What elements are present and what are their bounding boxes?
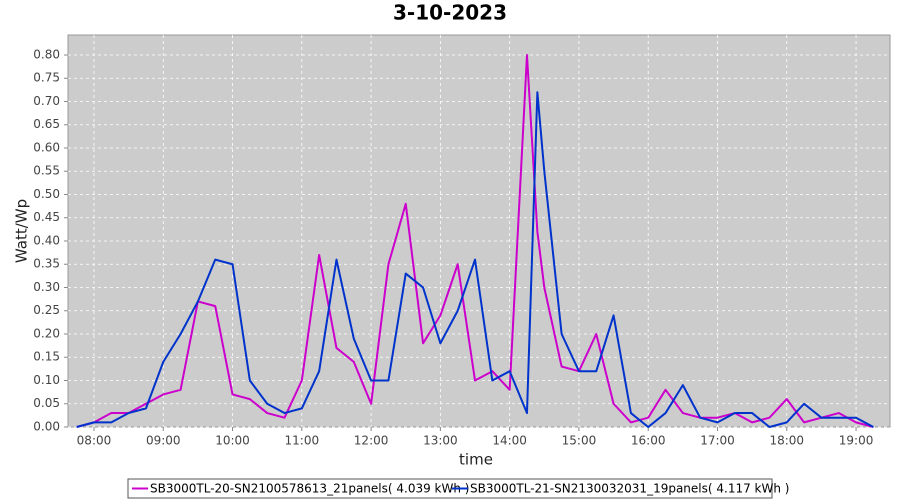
x-tick-label: 18:00 [769, 434, 804, 448]
x-tick-label: 19:00 [839, 434, 874, 448]
y-tick-label: 0.50 [33, 187, 60, 201]
y-tick-label: 0.60 [33, 140, 60, 154]
legend-label: SB3000TL-20-SN2100578613_21panels( 4.039… [150, 482, 469, 496]
x-tick-label: 16:00 [631, 434, 666, 448]
y-tick-label: 0.30 [33, 280, 60, 294]
y-tick-label: 0.15 [33, 350, 60, 364]
x-tick-label: 17:00 [700, 434, 735, 448]
y-tick-label: 0.20 [33, 326, 60, 340]
y-tick-label: 0.45 [33, 210, 60, 224]
y-tick-label: 0.80 [33, 47, 60, 61]
y-tick-label: 0.10 [33, 373, 60, 387]
y-axis-label: Watt/Wp [13, 199, 31, 263]
y-tick-label: 0.55 [33, 164, 60, 178]
series-line [76, 91, 874, 428]
x-axis-label: time [459, 451, 493, 469]
y-tick-label: 0.25 [33, 303, 60, 317]
y-tick-label: 0.70 [33, 94, 60, 108]
y-tick-label: 0.75 [33, 71, 60, 85]
y-tick-label: 0.65 [33, 117, 60, 131]
x-tick-label: 12:00 [354, 434, 389, 448]
y-tick-label: 0.40 [33, 233, 60, 247]
plot-area [67, 34, 891, 428]
x-tick-label: 11:00 [285, 434, 320, 448]
x-tick-label: 14:00 [492, 434, 527, 448]
legend-label: SB3000TL-21-SN2130032031_19panels( 4.117… [470, 482, 789, 496]
chart-title: 3-10-2023 [393, 1, 507, 25]
series-line [76, 54, 874, 428]
x-tick-label: 08:00 [77, 434, 112, 448]
y-tick-label: 0.00 [33, 420, 60, 434]
x-tick-label: 13:00 [423, 434, 458, 448]
y-tick-label: 0.05 [33, 396, 60, 410]
legend [127, 478, 773, 499]
x-tick-label: 10:00 [215, 434, 250, 448]
x-tick-label: 15:00 [562, 434, 597, 448]
y-tick-label: 0.35 [33, 257, 60, 271]
x-tick-label: 09:00 [146, 434, 181, 448]
